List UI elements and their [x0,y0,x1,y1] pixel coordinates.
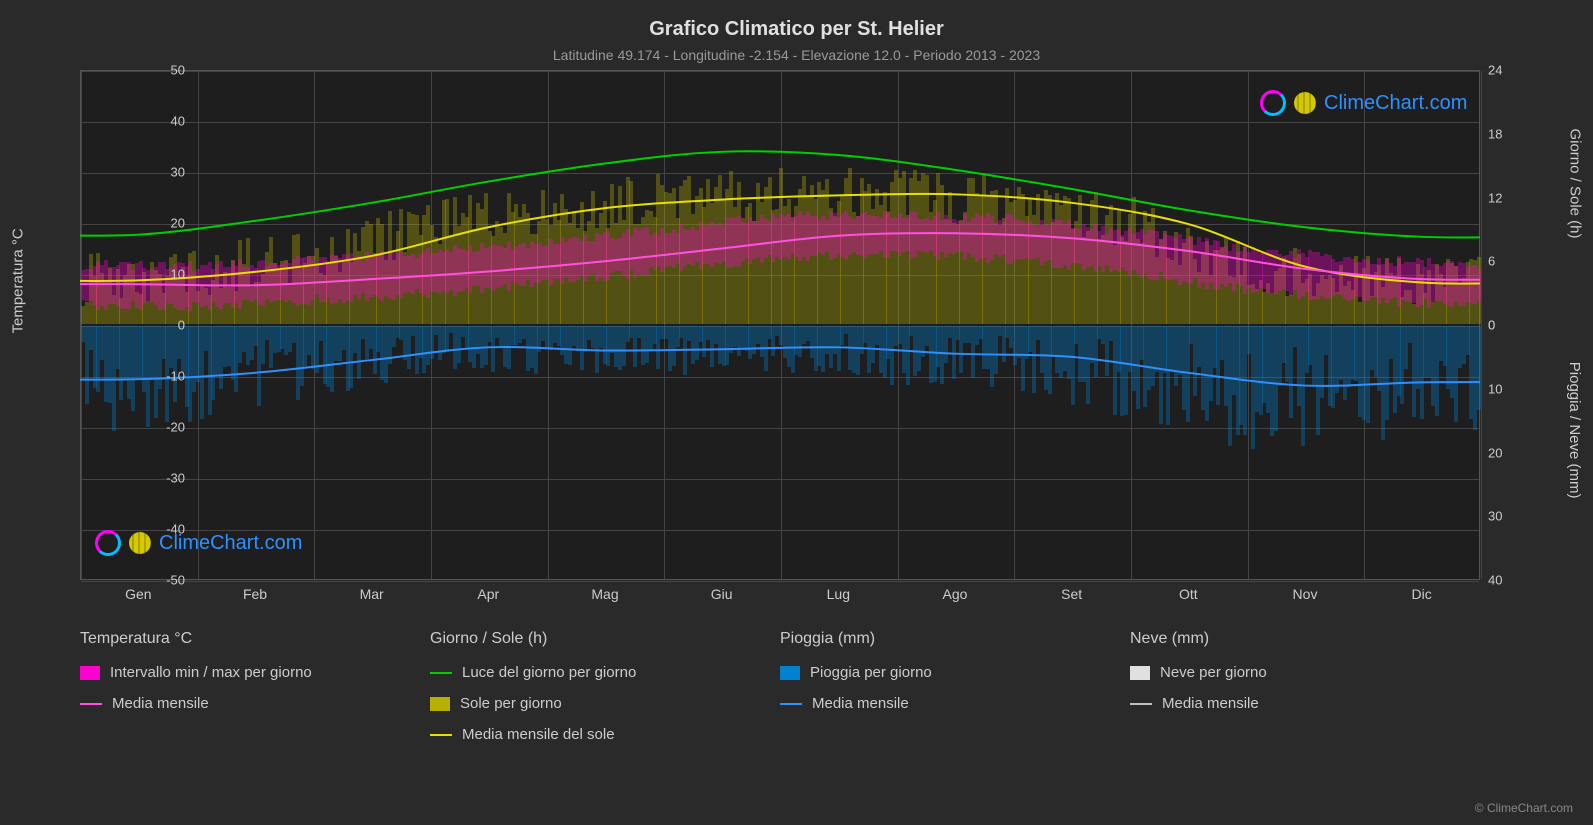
legend-label: Media mensile [112,695,209,712]
legend-swatch-icon [80,666,100,680]
legend-group: Pioggia (mm) Pioggia per giorno Media mens… [780,630,1130,757]
legend-item: Media mensile [1130,695,1480,712]
x-tick-month: Ago [943,586,968,602]
legend-line-icon [430,734,452,736]
x-tick-month: Mag [591,586,618,602]
y-right-top-tick: 24 [1488,63,1528,78]
plot-surface [80,70,1480,580]
logo-circle-icon [95,530,121,556]
y-left-tick: -30 [145,471,185,486]
legend-group: Temperatura °C Intervallo min / max per g… [80,630,430,757]
y-right-bottom-tick: 0 [1488,318,1528,333]
legend-item: Intervallo min / max per giorno [80,664,430,681]
y-right-bottom-tick: 10 [1488,381,1528,396]
legend-swatch-icon [1130,666,1150,680]
legend-label: Sole per giorno [460,695,562,712]
chart-title: Grafico Climatico per St. Helier [0,0,1593,41]
legend-item: Pioggia per giorno [780,664,1130,681]
legend-line-icon [80,703,102,705]
legend-label: Media mensile [1162,695,1259,712]
watermark-top: ClimeChart.com [1260,90,1467,116]
x-tick-month: Giu [711,586,733,602]
legend-header: Neve (mm) [1130,630,1480,648]
legend-item: Luce del giorno per giorno [430,664,780,681]
x-tick-month: Dic [1412,586,1432,602]
legend-group: Giorno / Sole (h) Luce del giorno per gio… [430,630,780,757]
x-tick-month: Nov [1293,586,1318,602]
legend-header: Temperatura °C [80,630,430,648]
legend-label: Intervallo min / max per giorno [110,664,312,681]
x-tick-month: Feb [243,586,267,602]
watermark-bottom: ClimeChart.com [95,530,302,556]
y-right-bottom-tick: 30 [1488,509,1528,524]
logo-sun-icon [1294,92,1316,114]
y-left-tick: -20 [145,420,185,435]
legend-line-icon [1130,703,1152,705]
x-tick-month: Set [1061,586,1082,602]
legend-item: Neve per giorno [1130,664,1480,681]
chart-plot-area [80,70,1480,580]
x-tick-month: Gen [125,586,151,602]
legend-item: Media mensile [80,695,430,712]
legend-label: Media mensile del sole [462,726,615,743]
legend-item: Sole per giorno [430,695,780,712]
legend-label: Media mensile [812,695,909,712]
legend-swatch-icon [780,666,800,680]
watermark-text: ClimeChart.com [1324,92,1467,115]
copyright-text: © ClimeChart.com [1475,801,1573,815]
y-right-top-tick: 12 [1488,190,1528,205]
legend-label: Neve per giorno [1160,664,1267,681]
legend-line-icon [780,703,802,705]
climate-chart-container: Grafico Climatico per St. Helier Latitud… [0,0,1593,825]
y-left-tick: 20 [145,216,185,231]
y-right-top-tick: 18 [1488,126,1528,141]
chart-subtitle: Latitudine 49.174 - Longitudine -2.154 -… [0,41,1593,63]
y-axis-right-top-label: Giorno / Sole (h) [1567,128,1584,238]
legend-header: Giorno / Sole (h) [430,630,780,648]
legend-header: Pioggia (mm) [780,630,1130,648]
x-tick-month: Lug [827,586,850,602]
y-left-tick: -40 [145,522,185,537]
x-tick-month: Ott [1179,586,1198,602]
y-left-tick: 10 [145,267,185,282]
legend-group: Neve (mm) Neve per giorno Media mensile [1130,630,1480,757]
y-right-bottom-tick: 40 [1488,573,1528,588]
legend-item: Media mensile [780,695,1130,712]
y-left-tick: -10 [145,369,185,384]
y-left-tick: 30 [145,165,185,180]
y-axis-left-label: Temperatura °C [10,228,27,333]
y-right-top-tick: 6 [1488,254,1528,269]
x-tick-month: Mar [360,586,384,602]
legend: Temperatura °C Intervallo min / max per g… [80,630,1480,757]
legend-label: Luce del giorno per giorno [462,664,636,681]
y-right-bottom-tick: 20 [1488,445,1528,460]
y-left-tick: 50 [145,63,185,78]
y-left-tick: 0 [145,318,185,333]
logo-circle-icon [1260,90,1286,116]
y-left-tick: 40 [145,114,185,129]
legend-label: Pioggia per giorno [810,664,932,681]
y-axis-right-bottom-label: Pioggia / Neve (mm) [1567,362,1584,499]
legend-swatch-icon [430,697,450,711]
legend-item: Media mensile del sole [430,726,780,743]
x-tick-month: Apr [477,586,499,602]
legend-line-icon [430,672,452,674]
